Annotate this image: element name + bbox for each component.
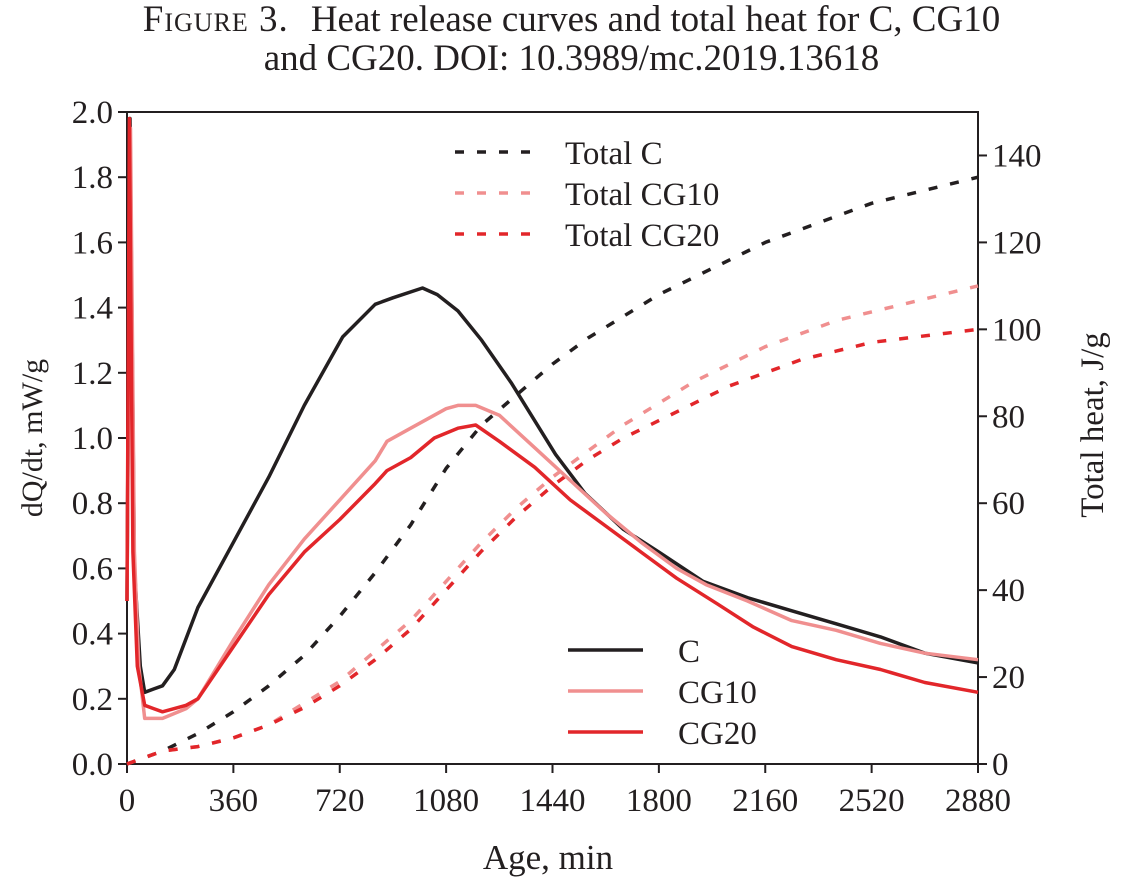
series-line-c	[125, 116, 979, 695]
y-axis-left-label: dQ/dt, mW/g	[16, 359, 49, 517]
caption-line-1: Figure 3. Heat release curves and total h…	[0, 0, 1143, 39]
y-left-tick-label: 1.4	[72, 291, 113, 327]
caption-title-line-2: and CG20. DOI: 10.3989/mc.2019.13618	[263, 38, 880, 79]
y-axis-right-label: Total heat, J/g	[1075, 332, 1111, 518]
y-right-tick-label: 40	[992, 573, 1025, 609]
y-left-tick-label: 1.6	[72, 225, 113, 261]
y-left-tick-label: 1.0	[72, 421, 113, 457]
legend-total-heat: Total C Total CG10 Total CG20	[455, 136, 719, 254]
x-tick-label: 1800	[626, 783, 692, 819]
y-left-tick-label: 1.8	[72, 160, 113, 196]
y-left-tick-label: 0.8	[72, 486, 113, 522]
y-right-tick-label: 60	[992, 486, 1025, 522]
legend-label: Total CG20	[565, 218, 719, 254]
x-tick-label: 2880	[945, 783, 1011, 819]
caption-figure-label: Figure 3.	[142, 0, 289, 40]
legend-label: CG20	[678, 716, 757, 752]
y-left-tick-label: 2.0	[72, 95, 113, 131]
figure-caption: Figure 3. Heat release curves and total h…	[0, 0, 1143, 78]
chart-axes: 0 360 720 1080 1440 1800 2160 2520 2880 0.0 0.2 0.4…	[72, 95, 1042, 819]
legend-heat-flow: C CG10 CG20	[568, 634, 757, 752]
legend-label: CG10	[678, 675, 757, 711]
y-left-tick-label: 1.2	[72, 356, 113, 392]
y-right-tick-label: 20	[992, 660, 1025, 696]
y-left-tick-label: 0.0	[72, 747, 113, 783]
y-right-tick-label: 80	[992, 399, 1025, 435]
x-tick-label: 360	[209, 783, 259, 819]
series-line-total-cg10	[126, 284, 979, 766]
chart-legends: Total C Total CG10 Total CG20 C CG10 CG20	[455, 136, 757, 752]
series-line-total-cg20	[126, 327, 979, 766]
chart-series	[125, 116, 979, 766]
x-tick-label: 2520	[839, 783, 905, 819]
y-right-tick-label: 0	[992, 747, 1009, 783]
y-right-tick-label: 100	[992, 312, 1042, 348]
y-left-tick-label: 0.2	[72, 682, 113, 718]
x-axis-label: Age, min	[483, 838, 613, 877]
x-tick-label: 1080	[413, 783, 479, 819]
series-line-cg10	[125, 126, 979, 721]
x-tick-label: 1440	[520, 783, 586, 819]
x-tick-label: 0	[119, 783, 136, 819]
legend-label: Total C	[565, 136, 663, 172]
series-line-cg20	[125, 116, 979, 714]
y-left-tick-label: 0.6	[72, 551, 113, 587]
y-right-tick-label: 120	[992, 225, 1042, 261]
x-tick-label: 2160	[732, 783, 798, 819]
y-right-tick-label: 140	[992, 138, 1042, 174]
series-line-total-c	[126, 175, 979, 766]
legend-label: Total CG10	[565, 177, 719, 213]
x-tick-label: 720	[315, 783, 365, 819]
y-left-tick-label: 0.4	[72, 617, 113, 653]
caption-title-line-1: Heat release curves and total heat for C…	[310, 0, 1001, 40]
legend-label: C	[678, 634, 700, 670]
